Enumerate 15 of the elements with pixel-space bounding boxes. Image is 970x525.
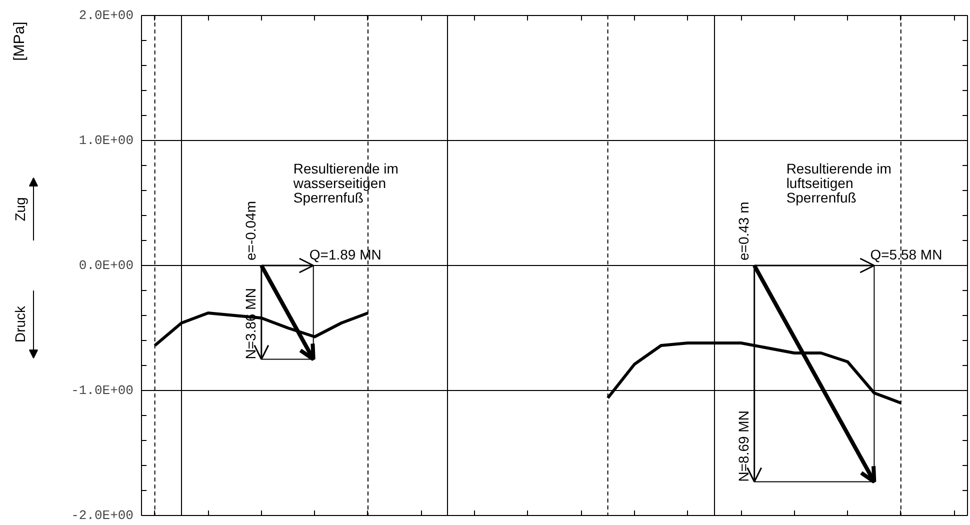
annotation: Resultierende im wasserseitigen Sperrenfuß [292,160,398,206]
text: Druck [12,304,28,343]
y-axis-title: [MPa] [10,22,28,61]
annotation: e=0.43 m [735,202,752,260]
y-tick-label: -2.0E+00 [71,508,134,523]
y-tick-label: -1.0E+00 [71,383,134,398]
annotation: e=-0.04m [242,200,258,260]
y-tick-label: 2.0E+00 [78,8,134,23]
annotation: Resultierende im luftseitigen Sperrenfuß [786,160,892,206]
y-tick-label: 1.0E+00 [78,133,134,148]
y-tick-label: 0.0E+00 [78,258,134,273]
annotation: Q=1.89 MN [309,246,382,262]
annotation: N=8.69 MN [735,410,752,482]
text: Zug [12,197,28,222]
annotation: Q=5.58 MN [870,246,942,262]
